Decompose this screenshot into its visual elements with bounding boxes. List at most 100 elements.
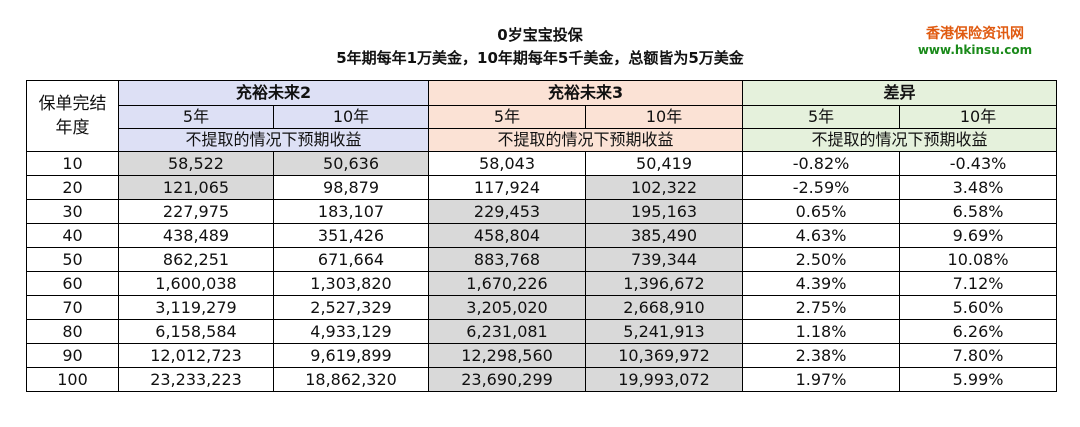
plan-a-5yr-header: 5年 — [118, 105, 274, 129]
plan-b-5yr-cell: 883,768 — [428, 247, 587, 272]
plan-b-5yr-cell: 6,231,081 — [428, 319, 587, 344]
diff-5yr-header: 5年 — [742, 105, 901, 129]
plan-b-5yr-cell: 117,924 — [428, 175, 587, 200]
plan-b-10yr-cell: 195,163 — [585, 199, 744, 224]
year-cell: 10 — [26, 151, 119, 176]
plan-b-5yr-header: 5年 — [428, 105, 587, 129]
plan-b-10yr-cell: 10,369,972 — [585, 343, 744, 368]
diff-10yr-cell: 6.58% — [899, 199, 1058, 224]
watermark-url: www.hkinsu.com — [917, 43, 1033, 57]
plan-a-note: 不提取的情况下预期收益 — [117, 128, 430, 152]
diff-10yr-cell: 5.99% — [899, 367, 1058, 392]
plan-a-10yr-cell: 2,527,329 — [272, 295, 430, 320]
table-row: 50 862,251 671,664 883,768 739,344 2.50% 10.08… — [26, 247, 1058, 272]
diff-10yr-cell: 3.48% — [899, 175, 1058, 200]
diff-5yr-cell: -2.59% — [742, 175, 901, 200]
watermark: 香港保险资讯网 www.hkinsu.com — [900, 26, 1050, 58]
year-cell: 80 — [26, 319, 119, 344]
diff-5yr-cell: 2.50% — [742, 247, 901, 272]
diff-5yr-cell: 2.38% — [742, 343, 901, 368]
table-row: 70 3,119,279 2,527,329 3,205,020 2,668,910 2.… — [26, 295, 1058, 320]
plan-a-header: 充裕未来2 — [117, 80, 430, 106]
table-row: 10 58,522 50,636 58,043 50,419 -0.82% -0.43% — [26, 151, 1058, 176]
plan-a-10yr-cell: 183,107 — [272, 199, 430, 224]
plan-a-10yr-cell: 671,664 — [272, 247, 430, 272]
diff-10yr-cell: 9.69% — [899, 223, 1058, 248]
plan-a-10yr-cell: 18,862,320 — [272, 367, 430, 392]
plan-a-5yr-cell: 862,251 — [118, 247, 274, 272]
plan-b-5yr-cell: 23,690,299 — [428, 367, 587, 392]
diff-10yr-cell: 7.12% — [899, 271, 1058, 296]
year-header: 保单完结 年度 — [26, 80, 119, 152]
plan-b-10yr-header: 10年 — [585, 105, 744, 129]
diff-header: 差异 — [742, 80, 1058, 106]
table-row: 90 12,012,723 9,619,899 12,298,560 10,369,97… — [26, 343, 1058, 368]
plan-b-note: 不提取的情况下预期收益 — [428, 128, 744, 152]
page-subtitle: 5年期每年1万美金，10年期每年5千美金，总额皆为5万美金 — [336, 49, 744, 67]
diff-5yr-cell: 1.97% — [742, 367, 901, 392]
plan-a-5yr-cell: 3,119,279 — [118, 295, 274, 320]
plan-b-5yr-cell: 58,043 — [428, 151, 587, 176]
plan-a-10yr-header: 10年 — [272, 105, 430, 129]
plan-a-10yr-cell: 9,619,899 — [272, 343, 430, 368]
plan-b-5yr-cell: 1,670,226 — [428, 271, 587, 296]
watermark-name: 香港保险资讯网 — [926, 26, 1024, 42]
table-row: 40 438,489 351,426 458,804 385,490 4.63% 9.69% — [26, 223, 1058, 248]
comparison-table: 保单完结 年度 充裕未来2 充裕未来3 差异 5年 10年 5年 10年 5年 … — [26, 80, 1058, 392]
diff-5yr-cell: -0.82% — [742, 151, 901, 176]
diff-10yr-cell: 7.80% — [899, 343, 1058, 368]
year-cell: 40 — [26, 223, 119, 248]
plan-b-header: 充裕未来3 — [428, 80, 744, 106]
plan-b-10yr-cell: 385,490 — [585, 223, 744, 248]
plan-a-5yr-cell: 58,522 — [118, 151, 274, 176]
plan-b-10yr-cell: 102,322 — [585, 175, 744, 200]
diff-5yr-cell: 4.63% — [742, 223, 901, 248]
plan-b-10yr-cell: 2,668,910 — [585, 295, 744, 320]
diff-note: 不提取的情况下预期收益 — [742, 128, 1058, 152]
diff-10yr-cell: 10.08% — [899, 247, 1058, 272]
plan-b-10yr-cell: 50,419 — [585, 151, 744, 176]
table-row: 60 1,600,038 1,303,820 1,670,226 1,396,672 4.… — [26, 271, 1058, 296]
year-cell: 60 — [26, 271, 119, 296]
plan-b-10yr-cell: 739,344 — [585, 247, 744, 272]
diff-10yr-header: 10年 — [899, 105, 1058, 129]
year-cell: 90 — [26, 343, 119, 368]
year-cell: 20 — [26, 175, 119, 200]
table-row: 80 6,158,584 4,933,129 6,231,081 5,241,913 1.… — [26, 319, 1058, 344]
diff-10yr-cell: -0.43% — [899, 151, 1058, 176]
year-header-line1: 保单完结 — [38, 94, 107, 114]
plan-b-10yr-cell: 5,241,913 — [585, 319, 744, 344]
plan-a-5yr-cell: 227,975 — [118, 199, 274, 224]
plan-b-5yr-cell: 12,298,560 — [428, 343, 587, 368]
page-title: 0岁宝宝投保 — [497, 26, 583, 44]
year-cell: 30 — [26, 199, 119, 224]
table-row: 100 23,233,223 18,862,320 23,690,299 19,993,… — [26, 367, 1058, 392]
plan-a-10yr-cell: 351,426 — [272, 223, 430, 248]
diff-5yr-cell: 0.65% — [742, 199, 901, 224]
plan-b-5yr-cell: 229,453 — [428, 199, 587, 224]
plan-a-10yr-cell: 50,636 — [272, 151, 430, 176]
plan-b-10yr-cell: 1,396,672 — [585, 271, 744, 296]
plan-b-5yr-cell: 3,205,020 — [428, 295, 587, 320]
year-header-line2: 年度 — [55, 118, 90, 138]
year-cell: 50 — [26, 247, 119, 272]
diff-5yr-cell: 2.75% — [742, 295, 901, 320]
plan-a-5yr-cell: 6,158,584 — [118, 319, 274, 344]
plan-a-5yr-cell: 1,600,038 — [118, 271, 274, 296]
diff-5yr-cell: 4.39% — [742, 271, 901, 296]
table-row: 20 121,065 98,879 117,924 102,322 -2.59% 3.48% — [26, 175, 1058, 200]
year-cell: 100 — [26, 367, 119, 392]
plan-a-10yr-cell: 1,303,820 — [272, 271, 430, 296]
plan-a-10yr-cell: 4,933,129 — [272, 319, 430, 344]
plan-a-5yr-cell: 121,065 — [118, 175, 274, 200]
diff-10yr-cell: 6.26% — [899, 319, 1058, 344]
plan-b-5yr-cell: 458,804 — [428, 223, 587, 248]
year-cell: 70 — [26, 295, 119, 320]
plan-a-10yr-cell: 98,879 — [272, 175, 430, 200]
diff-5yr-cell: 1.18% — [742, 319, 901, 344]
plan-a-5yr-cell: 438,489 — [118, 223, 274, 248]
plan-a-5yr-cell: 23,233,223 — [118, 367, 274, 392]
plan-b-10yr-cell: 19,993,072 — [585, 367, 744, 392]
plan-a-5yr-cell: 12,012,723 — [118, 343, 274, 368]
diff-10yr-cell: 5.60% — [899, 295, 1058, 320]
